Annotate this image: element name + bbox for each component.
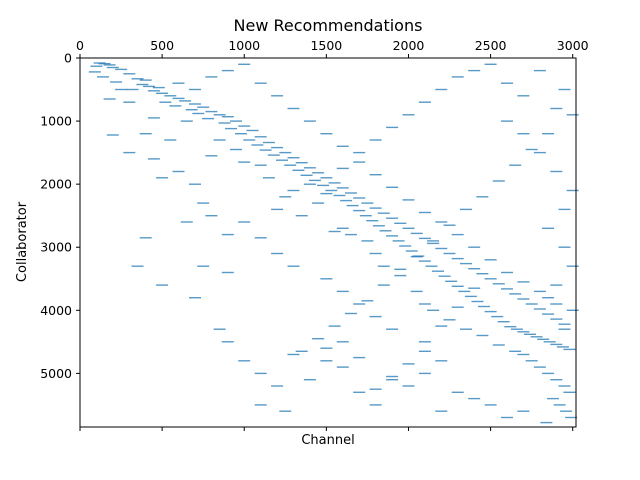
top-x-tick-label: 500 <box>150 38 174 53</box>
data-marks <box>88 62 579 424</box>
top-x-tick-label: 1500 <box>310 38 342 53</box>
y-tick-label: 0 <box>64 51 72 66</box>
plot-frame <box>79 57 577 428</box>
top-x-ticks: 0 500 1000 1500 2000 2500 3000 <box>76 38 589 58</box>
y-tick-label: 3000 <box>40 240 72 255</box>
y-ticks: 0 1000 2000 3000 4000 5000 <box>40 51 80 381</box>
bottom-x-ticks <box>79 427 574 431</box>
top-x-tick-label: 2500 <box>475 38 507 53</box>
top-x-tick-label: 0 <box>76 38 84 53</box>
x-axis-label: Channel <box>301 433 354 448</box>
top-x-tick-label: 1000 <box>228 38 260 53</box>
y-tick-label: 4000 <box>40 303 72 318</box>
top-x-tick-label: 2000 <box>393 38 425 53</box>
top-x-tick-label: 3000 <box>557 38 589 53</box>
y-tick-label: 5000 <box>40 366 72 381</box>
chart-title: New Recommendations <box>234 16 423 35</box>
y-axis-label: Collaborator <box>15 201 30 282</box>
y-tick-label: 2000 <box>40 177 72 192</box>
y-tick-label: 1000 <box>40 114 72 129</box>
